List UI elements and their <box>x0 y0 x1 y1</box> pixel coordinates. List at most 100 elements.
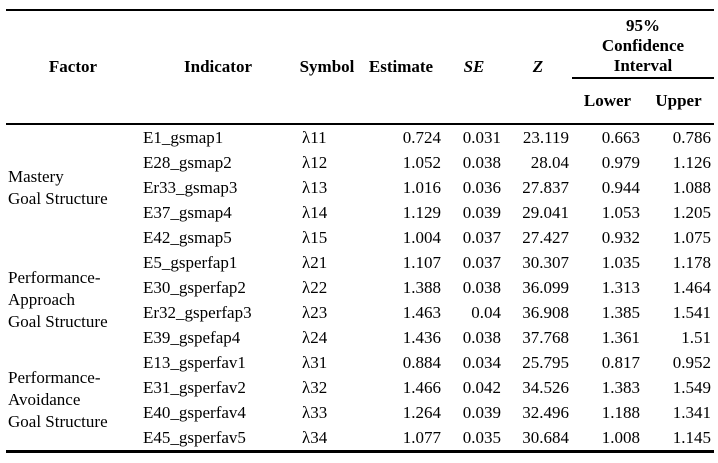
se-cell: 0.035 <box>462 427 501 447</box>
lower-cell: 0.663 <box>601 127 640 147</box>
table-row: Performance- Avoidance Goal Structure E1… <box>6 350 714 432</box>
estimate-cell: 1.466 <box>402 377 441 397</box>
se-cell: 0.042 <box>462 377 501 397</box>
upper-cell: 1.464 <box>672 277 711 297</box>
upper-cell: 1.549 <box>672 377 711 397</box>
symbol-cell: λ34 <box>302 427 328 447</box>
header-ci: 95% Confidence Interval <box>572 10 714 79</box>
table-row: E40_gsperfav4 λ33 1.264 0.039 32.496 1.1… <box>6 400 714 425</box>
factor-loadings-table: Factor Indicator Symbol Estimate SE Z 95… <box>6 9 714 453</box>
z-cell: 29.041 <box>522 202 569 222</box>
factor-line: Performance- <box>8 268 101 287</box>
upper-cell: 1.541 <box>672 302 711 322</box>
indicator-cell: E31_gsperfav2 <box>143 377 246 397</box>
upper-cell: 1.205 <box>672 202 711 222</box>
indicator-cell: Er32_gsperfap3 <box>143 302 252 322</box>
header-row-sub: Lower Upper <box>6 78 714 124</box>
estimate-cell: 1.436 <box>402 327 441 347</box>
factor-cell-performance-avoidance: Performance- Avoidance Goal Structure <box>6 350 140 452</box>
z-cell: 37.768 <box>522 327 569 347</box>
lower-cell: 1.053 <box>601 202 640 222</box>
indicator-cell: E30_gsperfap2 <box>143 277 246 297</box>
factor-line: Goal Structure <box>8 412 108 431</box>
symbol-cell: λ21 <box>302 252 328 272</box>
table-header: Factor Indicator Symbol Estimate SE Z 95… <box>6 10 714 124</box>
symbol-cell: λ22 <box>302 277 328 297</box>
se-cell: 0.038 <box>462 277 501 297</box>
z-cell: 27.427 <box>522 227 569 247</box>
se-cell: 0.039 <box>462 402 501 422</box>
factor-cell-mastery: Mastery Goal Structure <box>6 124 140 250</box>
indicator-cell: E5_gsperfap1 <box>143 252 238 272</box>
se-cell: 0.031 <box>462 127 501 147</box>
lower-cell: 0.979 <box>601 152 640 172</box>
symbol-cell: λ13 <box>302 177 328 197</box>
se-cell: 0.037 <box>462 227 501 247</box>
z-cell: 32.496 <box>522 402 569 422</box>
table-row: E28_gsmap2 λ12 1.052 0.038 28.04 0.979 1… <box>6 150 714 175</box>
table-row: Mastery Goal Structure E1_gsmap1 λ11 0.7… <box>6 124 714 208</box>
symbol-cell: λ11 <box>302 127 327 147</box>
symbol-cell: λ15 <box>302 227 328 247</box>
estimate-cell: 0.724 <box>402 127 441 147</box>
estimate-cell: 1.052 <box>402 152 441 172</box>
indicator-cell: Er33_gsmap3 <box>143 177 238 197</box>
indicator-cell: E39_gspefap4 <box>143 327 241 347</box>
factor-line: Avoidance <box>8 390 81 409</box>
estimate-cell: 1.004 <box>402 227 441 247</box>
symbol-cell: λ24 <box>302 327 328 347</box>
table-row: Er32_gsperfap3 λ23 1.463 0.04 36.908 1.3… <box>6 300 714 325</box>
upper-cell: 1.341 <box>672 402 711 422</box>
indicator-cell: E28_gsmap2 <box>143 152 232 172</box>
factor-line: Performance- <box>8 368 101 387</box>
z-cell: 30.307 <box>522 252 569 272</box>
table-row: Performance- Approach Goal Structure E5_… <box>6 250 714 332</box>
indicator-cell: E40_gsperfav4 <box>143 402 246 422</box>
upper-cell: 0.786 <box>672 127 711 147</box>
header-ci-label: 95% Confidence Interval <box>601 16 685 75</box>
lower-cell: 1.188 <box>601 402 640 422</box>
se-cell: 0.04 <box>471 302 501 322</box>
lower-cell: 0.932 <box>601 227 640 247</box>
table-row: E45_gsperfav5 λ34 1.077 0.035 30.684 1.0… <box>6 425 714 452</box>
symbol-cell: λ12 <box>302 152 328 172</box>
estimate-cell: 1.388 <box>402 277 441 297</box>
indicator-cell: E13_gsperfav1 <box>143 352 246 372</box>
header-row-main: Factor Indicator Symbol Estimate SE Z 95… <box>6 10 714 79</box>
z-cell: 27.837 <box>522 177 569 197</box>
header-se: SE <box>463 57 485 76</box>
lower-cell: 1.361 <box>601 327 640 347</box>
upper-cell: 1.145 <box>672 427 711 447</box>
upper-cell: 1.126 <box>672 152 711 172</box>
factor-line: Approach <box>8 290 76 309</box>
header-symbol: Symbol <box>299 57 355 76</box>
table-row: E30_gsperfap2 λ22 1.388 0.038 36.099 1.3… <box>6 275 714 300</box>
z-cell: 30.684 <box>522 427 569 447</box>
factor-cell-performance-approach: Performance- Approach Goal Structure <box>6 250 140 350</box>
z-cell: 36.908 <box>522 302 569 322</box>
upper-cell: 1.075 <box>672 227 711 247</box>
lower-cell: 1.313 <box>601 277 640 297</box>
estimate-cell: 1.107 <box>402 252 441 272</box>
upper-cell: 1.51 <box>681 327 711 347</box>
se-cell: 0.034 <box>462 352 501 372</box>
se-cell: 0.036 <box>462 177 501 197</box>
paper-table-page: Factor Indicator Symbol Estimate SE Z 95… <box>0 9 718 463</box>
header-estimate: Estimate <box>368 57 434 76</box>
lower-cell: 1.385 <box>601 302 640 322</box>
se-cell: 0.038 <box>462 152 501 172</box>
se-cell: 0.038 <box>462 327 501 347</box>
se-cell: 0.037 <box>462 252 501 272</box>
symbol-cell: λ23 <box>302 302 328 322</box>
table-body: Mastery Goal Structure E1_gsmap1 λ11 0.7… <box>6 124 714 452</box>
z-cell: 34.526 <box>522 377 569 397</box>
factor-line: Mastery <box>8 166 64 186</box>
table-row: E42_gsmap5 λ15 1.004 0.037 27.427 0.932 … <box>6 225 714 250</box>
symbol-cell: λ33 <box>302 402 328 422</box>
estimate-cell: 1.077 <box>402 427 441 447</box>
z-cell: 25.795 <box>522 352 569 372</box>
indicator-cell: E42_gsmap5 <box>143 227 232 247</box>
table-row: E37_gsmap4 λ14 1.129 0.039 29.041 1.053 … <box>6 200 714 225</box>
table-row: E31_gsperfav2 λ32 1.466 0.042 34.526 1.3… <box>6 375 714 400</box>
lower-cell: 1.383 <box>601 377 640 397</box>
